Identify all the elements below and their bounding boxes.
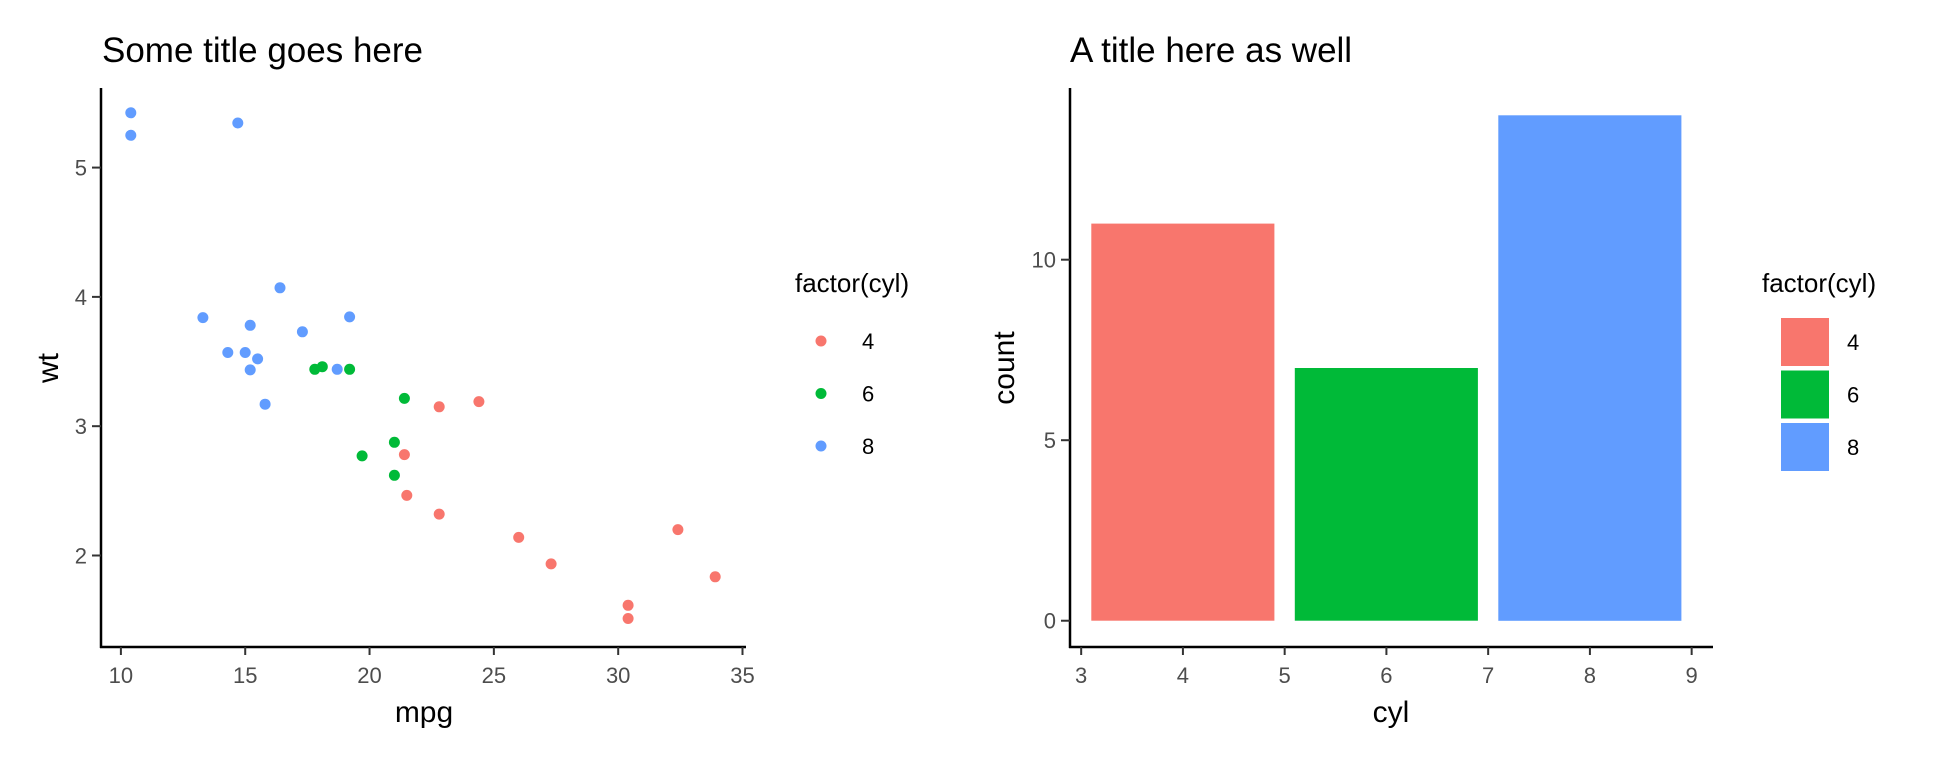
bar-legend-key-cyl8 bbox=[1781, 423, 1829, 471]
scatter-legend: factor(cyl) 4 6 8 bbox=[795, 268, 909, 459]
scatter-point-cyl8 bbox=[259, 398, 271, 410]
scatter-point-cyl8 bbox=[344, 311, 356, 323]
bar-legend: factor(cyl) 4 6 8 bbox=[1762, 268, 1876, 471]
scatter-point-cyl6 bbox=[388, 436, 400, 448]
scatter-point-cyl6 bbox=[344, 363, 356, 375]
scatter-y-tick-label: 2 bbox=[75, 543, 87, 568]
scatter-point-cyl4 bbox=[709, 571, 721, 583]
scatter-point-cyl8 bbox=[252, 353, 264, 365]
scatter-x-tick-label: 20 bbox=[357, 663, 381, 688]
scatter-point-cyl4 bbox=[622, 613, 634, 624]
bar-legend-label: 6 bbox=[1847, 383, 1859, 408]
scatter-point-cyl6 bbox=[356, 450, 368, 462]
scatter-point-cyl6 bbox=[309, 363, 321, 375]
bar-x-tick-label: 3 bbox=[1075, 663, 1087, 688]
scatter-y-tick-label: 5 bbox=[75, 156, 87, 181]
scatter-point-cyl4 bbox=[433, 401, 445, 413]
scatter-x-tick-label: 15 bbox=[233, 663, 257, 688]
bar-cyl4 bbox=[1091, 223, 1275, 621]
scatter-point-cyl8 bbox=[222, 347, 234, 358]
bar-x-tick-label: 9 bbox=[1686, 663, 1698, 688]
scatter-legend-title: factor(cyl) bbox=[795, 268, 909, 298]
bar-cyl8 bbox=[1498, 115, 1682, 621]
scatter-x-tick-label: 10 bbox=[109, 663, 133, 688]
scatter-y-tick-label: 4 bbox=[75, 285, 87, 310]
bar-x-tick-label: 7 bbox=[1482, 663, 1494, 688]
scatter-legend-key-cyl6 bbox=[815, 388, 827, 399]
bar-legend-keys: 4 6 8 bbox=[1781, 318, 1859, 471]
bar-y-tick-label: 10 bbox=[1032, 248, 1056, 273]
scatter-point-cyl6 bbox=[388, 469, 400, 481]
scatter-x-axis-title: mpg bbox=[395, 696, 453, 729]
bar-legend-label: 4 bbox=[1847, 330, 1859, 355]
scatter-point-cyl4 bbox=[398, 449, 410, 461]
scatter-legend-key-cyl8 bbox=[815, 440, 827, 452]
scatter-points bbox=[125, 107, 721, 624]
bar-bars bbox=[1091, 115, 1682, 621]
scatter-point-cyl8 bbox=[239, 347, 251, 358]
bar-x-tick-label: 4 bbox=[1177, 663, 1189, 688]
scatter-point-cyl4 bbox=[672, 524, 684, 536]
bar-x-ticks: 3 4 5 6 7 8 9 bbox=[1075, 647, 1698, 688]
scatter-point-cyl8 bbox=[197, 312, 209, 324]
scatter-x-tick-label: 30 bbox=[606, 663, 630, 688]
bar-y-ticks: 0 5 10 bbox=[1032, 248, 1070, 634]
scatter-point-cyl4 bbox=[401, 489, 413, 501]
scatter-x-tick-label: 25 bbox=[482, 663, 506, 688]
scatter-point-cyl8 bbox=[125, 129, 137, 141]
bar-cyl6 bbox=[1294, 368, 1478, 621]
scatter-point-cyl4 bbox=[513, 531, 525, 543]
bar-x-tick-label: 8 bbox=[1584, 663, 1596, 688]
scatter-x-ticks: 10 15 20 25 30 35 bbox=[109, 647, 755, 688]
scatter-legend-label: 6 bbox=[862, 382, 874, 407]
scatter-point-cyl8 bbox=[244, 319, 256, 331]
scatter-y-ticks: 2 3 4 5 bbox=[75, 156, 101, 568]
bar-panel: A title here as well 3 4 5 6 7 8 9 0 5 10 cyl co… bbox=[988, 31, 1876, 729]
bar-x-axis-title: cyl bbox=[1373, 696, 1410, 729]
scatter-legend-key-cyl4 bbox=[815, 335, 827, 347]
scatter-point-cyl4 bbox=[433, 508, 445, 520]
bar-legend-label: 8 bbox=[1847, 435, 1859, 460]
scatter-title: Some title goes here bbox=[102, 31, 423, 70]
bar-legend-title: factor(cyl) bbox=[1762, 268, 1876, 298]
scatter-panel: Some title goes here 10 15 20 25 30 35 2 3 4 5 m… bbox=[32, 31, 909, 729]
bar-y-tick-label: 5 bbox=[1044, 428, 1056, 453]
scatter-point-cyl8 bbox=[244, 364, 256, 376]
scatter-point-cyl8 bbox=[274, 282, 286, 294]
scatter-point-cyl8 bbox=[125, 107, 137, 119]
scatter-x-tick-label: 35 bbox=[730, 663, 754, 688]
scatter-point-cyl8 bbox=[232, 117, 244, 129]
scatter-y-tick-label: 3 bbox=[75, 414, 87, 439]
scatter-legend-label: 8 bbox=[862, 434, 874, 459]
bar-title: A title here as well bbox=[1070, 31, 1352, 70]
bar-y-axis-title: count bbox=[988, 331, 1021, 405]
scatter-point-cyl4 bbox=[545, 558, 557, 570]
scatter-point-cyl4 bbox=[473, 396, 485, 408]
scatter-point-cyl4 bbox=[622, 599, 634, 611]
scatter-legend-label: 4 bbox=[862, 329, 874, 354]
bar-x-tick-label: 5 bbox=[1279, 663, 1291, 688]
bar-legend-key-cyl4 bbox=[1781, 318, 1829, 366]
scatter-legend-keys: 4 6 8 bbox=[815, 329, 874, 459]
scatter-point-cyl6 bbox=[398, 392, 410, 404]
scatter-y-axis-title: wt bbox=[32, 352, 65, 384]
scatter-point-cyl8 bbox=[296, 326, 308, 338]
bar-y-tick-label: 0 bbox=[1044, 609, 1056, 634]
scatter-point-cyl8 bbox=[331, 363, 343, 375]
bar-legend-key-cyl6 bbox=[1781, 370, 1829, 419]
bar-x-tick-label: 6 bbox=[1380, 663, 1392, 688]
